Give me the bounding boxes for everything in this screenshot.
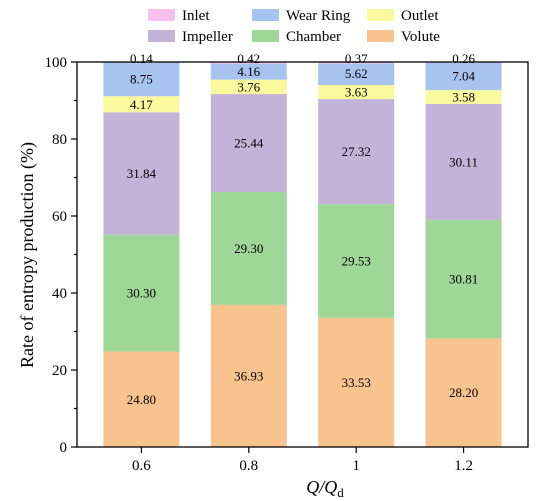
value-label-chamber-0-8: 29.30	[234, 241, 263, 256]
bar-outlet-1-2	[425, 90, 502, 104]
bar-outlet-1	[318, 85, 395, 100]
bar-inlet-1	[318, 62, 395, 64]
value-label-outlet-1-2: 3.58	[452, 90, 475, 105]
legend-swatch-outlet	[367, 9, 394, 21]
bar-impeller-0-8	[210, 94, 287, 193]
bar-wear-ring-0-6	[103, 62, 180, 97]
value-label-outlet-0-6: 4.17	[130, 97, 153, 112]
bar-chamber-1-2	[425, 219, 502, 339]
bar-impeller-1	[318, 99, 395, 205]
y-tick-label-0: 0	[60, 440, 68, 456]
x-tick-label-0-8: 0.8	[239, 458, 258, 474]
legend-label-chamber: Chamber	[286, 29, 341, 45]
bar-impeller-0-6	[103, 112, 180, 235]
value-label-chamber-0-6: 30.30	[127, 286, 156, 301]
value-label-inlet-0-6: 0.14	[130, 51, 153, 66]
bar-inlet-0-8	[210, 61, 287, 64]
value-label-wear-ring-0-8: 4.16	[237, 64, 260, 79]
legend-label-impeller: Impeller	[182, 29, 233, 45]
value-label-volute-0-8: 36.93	[234, 368, 263, 383]
bar-volute-0-8	[210, 304, 287, 447]
bar-wear-ring-1-2	[425, 63, 502, 91]
bar-chamber-0-8	[210, 192, 287, 305]
y-tick-label-80: 80	[52, 132, 67, 148]
y-axis-label: Rate of entropy production (%)	[17, 142, 38, 368]
value-label-inlet-0-8: 0.42	[237, 51, 260, 66]
value-labels-layer: 24.80 30.30 31.84 4.17 8.75 0.14 36.93 29.30 25.…	[127, 51, 478, 407]
value-label-chamber-1: 29.53	[342, 254, 371, 269]
legend: Inlet Wear Ring Outlet Impeller Chamber Volut…	[148, 8, 440, 45]
value-label-outlet-0-8: 3.76	[237, 79, 260, 94]
axes-layer: 0 20 40 60 80 100 0.6 0.8 1 1.2	[45, 55, 529, 474]
value-label-volute-0-6: 24.80	[127, 392, 156, 407]
x-tick-label-1: 1	[352, 458, 360, 474]
legend-swatch-chamber	[252, 30, 279, 42]
value-label-outlet-1: 3.63	[345, 85, 368, 100]
legend-label-volute: Volute	[401, 29, 440, 45]
value-label-impeller-1: 27.32	[342, 144, 371, 159]
legend-swatch-wear-ring	[252, 9, 279, 21]
x-tick-label-1-2: 1.2	[454, 458, 473, 474]
legend-swatch-volute	[367, 30, 394, 42]
value-label-wear-ring-1-2: 7.04	[452, 69, 475, 84]
bar-chamber-0-6	[103, 234, 180, 352]
value-label-inlet-1: 0.37	[345, 51, 368, 66]
legend-label-inlet: Inlet	[182, 8, 210, 24]
bar-wear-ring-1	[318, 63, 395, 86]
value-label-volute-1-2: 28.20	[449, 385, 478, 400]
bar-wear-ring-0-8	[210, 63, 287, 80]
bar-volute-1-2	[425, 338, 502, 447]
bar-volute-0-6	[103, 351, 180, 447]
legend-swatch-impeller	[148, 30, 175, 42]
y-tick-label-20: 20	[52, 363, 67, 379]
legend-swatch-inlet	[148, 9, 175, 21]
value-label-impeller-1-2: 30.11	[449, 154, 478, 169]
value-label-chamber-1-2: 30.81	[449, 272, 478, 287]
bar-volute-1	[318, 317, 395, 447]
y-tick-label-40: 40	[52, 286, 67, 302]
bar-impeller-1-2	[425, 103, 502, 220]
legend-label-wear-ring: Wear Ring	[286, 8, 351, 24]
bar-outlet-0-6	[103, 96, 180, 113]
y-tick-label-100: 100	[45, 55, 68, 71]
y-tick-label-60: 60	[52, 209, 67, 225]
value-label-inlet-1-2: 0.26	[452, 51, 475, 66]
value-label-wear-ring-0-6: 8.75	[130, 71, 153, 86]
value-label-wear-ring-1: 5.62	[345, 66, 368, 81]
value-label-volute-1: 33.53	[342, 375, 371, 390]
bar-chamber-1	[318, 204, 395, 318]
bar-outlet-0-8	[210, 79, 287, 95]
x-axis-label: Q/Qd	[306, 477, 344, 500]
bars-layer	[103, 61, 502, 447]
value-label-impeller-0-8: 25.44	[234, 136, 264, 151]
legend-label-outlet: Outlet	[401, 8, 439, 24]
x-tick-label-0-6: 0.6	[132, 458, 151, 474]
value-label-impeller-0-6: 31.84	[127, 166, 157, 181]
